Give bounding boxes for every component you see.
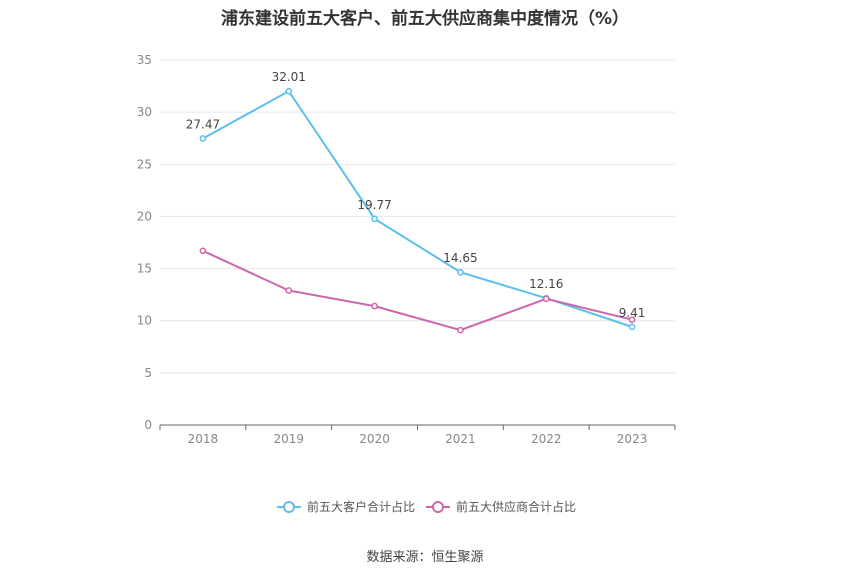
data-label: 27.47	[186, 118, 220, 132]
data-point	[285, 87, 293, 95]
data-label: 14.65	[443, 251, 477, 265]
data-label: 9.41	[619, 306, 646, 320]
data-point	[199, 135, 207, 142]
data-point	[199, 247, 207, 255]
legend-item-1[interactable]: 前五大客户合计占比	[277, 499, 415, 514]
legend-marker	[283, 501, 295, 513]
series-layer	[199, 87, 636, 334]
y-tick-label: 10	[137, 314, 152, 328]
chart-title: 浦东建设前五大客户、前五大供应商集中度情况（%）	[220, 9, 630, 29]
data-point	[285, 287, 293, 294]
x-tick-label: 2019	[273, 432, 304, 446]
legend[interactable]: 前五大客户合计占比 前五大供应商合计占比	[277, 499, 576, 514]
x-tick-label: 2021	[445, 432, 476, 446]
axis-layer: 0 5 10 15 20 25 30 35 2018 2019 2020 2021 2022 2023	[137, 53, 676, 446]
grid-layer	[160, 59, 675, 374]
label-layer: 27.47 32.01 19.77 14.65 12.16 9.41	[186, 70, 646, 320]
y-tick-label: 15	[137, 262, 152, 276]
data-point	[628, 316, 636, 324]
source-note: 数据来源：恒生聚源	[366, 550, 484, 565]
x-tick-label: 2020	[359, 432, 390, 446]
data-point	[457, 268, 464, 276]
legend-marker	[432, 501, 444, 513]
y-tick-label: 30	[137, 105, 152, 119]
x-tick-label: 2022	[531, 432, 562, 446]
data-label: 12.16	[529, 277, 563, 291]
y-tick-label: 20	[137, 209, 152, 223]
series-line-2	[202, 249, 633, 332]
legend-label: 前五大客户合计占比	[307, 499, 415, 514]
y-tick-label: 35	[137, 53, 152, 67]
x-tick-label: 2023	[617, 432, 648, 446]
data-label: 32.01	[272, 70, 306, 84]
legend-label: 前五大供应商合计占比	[456, 499, 576, 514]
y-tick-label: 5	[144, 366, 152, 380]
y-tick-label: 25	[137, 157, 152, 171]
data-point	[371, 215, 378, 223]
data-point	[542, 295, 550, 303]
data-point	[371, 302, 378, 310]
data-point	[628, 323, 636, 331]
y-tick-label: 0	[144, 418, 152, 432]
data-label: 19.77	[357, 198, 391, 212]
series-line-1	[202, 89, 633, 328]
data-point	[457, 326, 464, 334]
x-tick-label: 2018	[188, 432, 219, 446]
legend-item-2[interactable]: 前五大供应商合计占比	[426, 499, 576, 514]
